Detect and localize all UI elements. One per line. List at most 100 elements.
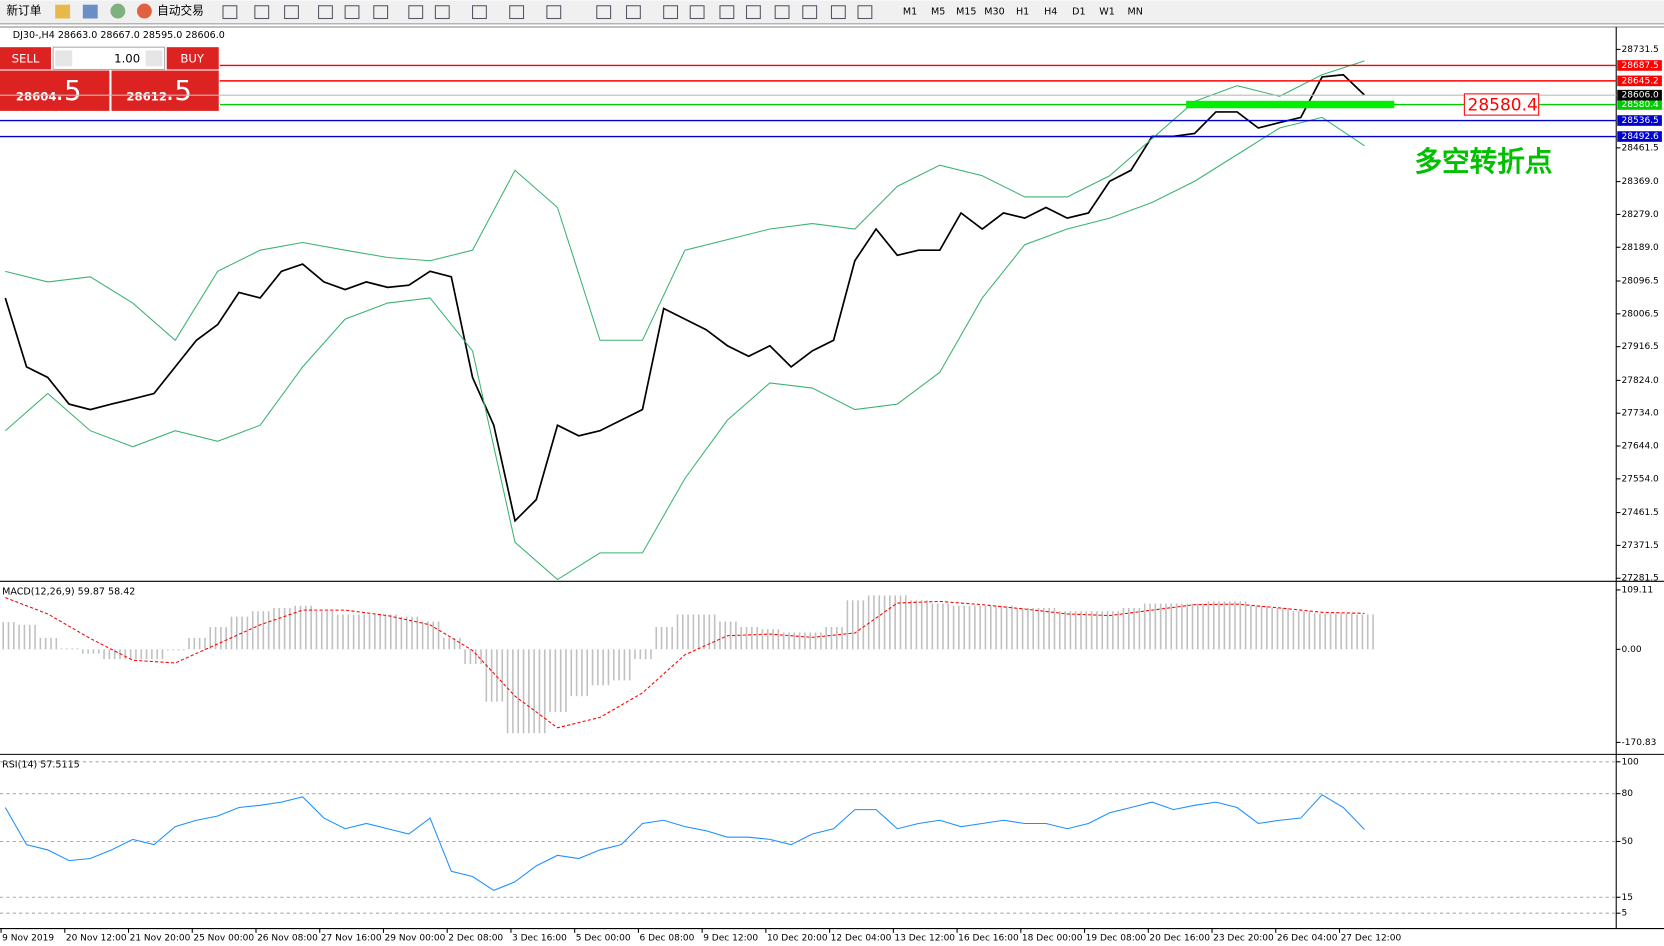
y-tick-label: 27281.5 bbox=[1622, 574, 1659, 584]
buy-price-box[interactable] bbox=[111, 70, 219, 111]
x-tick-label: 20 Dec 16:00 bbox=[1149, 934, 1210, 944]
sell-price-box[interactable] bbox=[0, 70, 110, 111]
rsi-line bbox=[4, 794, 1365, 892]
buy-label[interactable]: BUY bbox=[180, 51, 205, 65]
x-tick-label: 3 Dec 16:00 bbox=[512, 934, 567, 944]
toolbar-icon[interactable] bbox=[719, 5, 735, 20]
marker-label: 28580.4 bbox=[1468, 96, 1538, 116]
toolbar-icon[interactable] bbox=[434, 5, 450, 20]
x-tick-label: 25 Nov 00:00 bbox=[193, 934, 254, 944]
one-click-trading: SELL 1.00 BUY 28604 .5 28612 .5 bbox=[0, 46, 219, 111]
toolbar-icon[interactable] bbox=[546, 5, 562, 20]
icon[interactable] bbox=[55, 4, 71, 19]
timeframe-button[interactable]: H1 bbox=[1016, 7, 1029, 18]
bid-pips: .5 bbox=[55, 74, 81, 107]
bollinger-band bbox=[5, 60, 1365, 342]
x-tick-label: 13 Dec 12:00 bbox=[894, 934, 955, 944]
annotation: 多空转折点 bbox=[1414, 145, 1552, 178]
toolbar-icon[interactable] bbox=[596, 5, 612, 20]
y-tick-label: 27824.0 bbox=[1622, 376, 1660, 386]
level-label-bg bbox=[1617, 99, 1662, 110]
y-tick-label: 109.11 bbox=[1622, 585, 1654, 595]
lot-value[interactable]: 1.00 bbox=[114, 51, 140, 65]
lot-down[interactable] bbox=[55, 50, 73, 67]
y-tick-label: 27461.5 bbox=[1622, 508, 1659, 518]
toolbar-icon[interactable] bbox=[344, 5, 360, 20]
lot-up[interactable] bbox=[145, 50, 163, 67]
toolbar-icon[interactable] bbox=[284, 5, 299, 20]
toolbar-icon[interactable] bbox=[774, 5, 790, 20]
timeframe-button[interactable]: M1 bbox=[903, 7, 917, 18]
buy-button[interactable] bbox=[166, 47, 219, 70]
toolbar-icon[interactable] bbox=[689, 5, 705, 20]
y-tick-label: 27916.5 bbox=[1622, 342, 1659, 352]
timeframe-button[interactable]: M15 bbox=[956, 7, 976, 18]
x-tick-label: 29 Nov 00:00 bbox=[385, 934, 446, 944]
y-tick-label: 27644.0 bbox=[1622, 442, 1660, 452]
y-tick-label: 28461.5 bbox=[1622, 143, 1659, 153]
panel-title: MACD(12,26,9) 59.87 58.42 bbox=[2, 586, 135, 597]
support-marker bbox=[1186, 100, 1395, 109]
ask-main: 28612 bbox=[126, 90, 167, 104]
toolbar-icon[interactable] bbox=[745, 5, 761, 20]
level-label: 28687.5 bbox=[1622, 61, 1659, 71]
timeframe-button[interactable]: M30 bbox=[984, 7, 1004, 18]
y-tick-label: 100 bbox=[1622, 757, 1639, 767]
y-tick-label: 28279.0 bbox=[1622, 210, 1660, 220]
y-tick-label: 80 bbox=[1622, 789, 1634, 799]
x-tick-label: 19 Dec 08:00 bbox=[1086, 934, 1147, 944]
timeframe-button[interactable]: H4 bbox=[1044, 7, 1057, 18]
marker-box bbox=[1463, 93, 1540, 116]
timeframe-button[interactable]: MN bbox=[1127, 7, 1142, 18]
x-tick-label: 10 Dec 20:00 bbox=[767, 934, 828, 944]
timeframe-button[interactable]: D1 bbox=[1072, 7, 1085, 18]
level-label: 28645.2 bbox=[1622, 76, 1659, 86]
toolbar-icon[interactable] bbox=[625, 5, 641, 20]
y-tick-label: 28096.5 bbox=[1622, 276, 1659, 286]
x-tick-label: 5 Dec 00:00 bbox=[576, 934, 631, 944]
toolbar-icon[interactable] bbox=[802, 5, 818, 20]
current-price-label: 28606.0 bbox=[1622, 91, 1660, 101]
ask-pips: .5 bbox=[166, 74, 192, 107]
y-tick-label: 5 bbox=[1622, 909, 1628, 919]
x-tick-label: 26 Nov 08:00 bbox=[257, 934, 318, 944]
x-tick-label: 26 Dec 04:00 bbox=[1277, 934, 1338, 944]
panel-title: DJ30-,H4 28663.0 28667.0 28595.0 28606.0 bbox=[13, 30, 225, 41]
sell-label[interactable]: SELL bbox=[12, 51, 40, 65]
y-tick-label: 27554.0 bbox=[1622, 474, 1660, 484]
x-tick-label: 9 Nov 2019 bbox=[2, 934, 54, 944]
toolbar-icon[interactable] bbox=[318, 5, 333, 20]
icon[interactable] bbox=[110, 3, 126, 19]
toolbar-icon[interactable] bbox=[254, 5, 270, 20]
timeframe-button[interactable]: M5 bbox=[931, 7, 945, 18]
toolbar-icon[interactable] bbox=[663, 5, 679, 20]
icon[interactable] bbox=[82, 4, 98, 19]
toolbar-icon[interactable] bbox=[373, 5, 389, 20]
level-label-bg bbox=[1617, 75, 1662, 87]
sell-button[interactable] bbox=[0, 47, 51, 70]
y-tick-label: 28006.5 bbox=[1622, 309, 1659, 319]
toolbar-icon[interactable] bbox=[222, 5, 238, 20]
toolbar-icon[interactable] bbox=[408, 5, 424, 20]
toolbar-icon[interactable] bbox=[472, 5, 487, 20]
auto-trade-label[interactable]: 自动交易 bbox=[157, 4, 204, 18]
y-tick-label: -170.83 bbox=[1622, 738, 1657, 748]
toolbar-icon[interactable] bbox=[857, 5, 873, 20]
y-tick-label: 15 bbox=[1622, 893, 1633, 903]
x-tick-label: 2 Dec 08:00 bbox=[448, 934, 503, 944]
x-tick-label: 27 Dec 12:00 bbox=[1341, 934, 1402, 944]
toolbar-icons bbox=[222, 5, 873, 20]
auto-trade-icon[interactable] bbox=[136, 3, 152, 19]
y-tick-label: 28731.5 bbox=[1622, 45, 1659, 55]
y-tick-label: 50 bbox=[1622, 837, 1634, 847]
toolbar-icon[interactable] bbox=[830, 5, 846, 20]
toolbar-icon[interactable] bbox=[509, 5, 525, 20]
timeframe-button[interactable]: W1 bbox=[1099, 7, 1115, 18]
new-order-label[interactable]: 新订单 bbox=[6, 4, 41, 18]
x-tick-label: 18 Dec 00:00 bbox=[1022, 934, 1083, 944]
lot-input[interactable] bbox=[52, 46, 166, 71]
x-tick-label: 9 Dec 12:00 bbox=[703, 934, 758, 944]
panel-title: RSI(14) 57.5115 bbox=[2, 760, 80, 771]
